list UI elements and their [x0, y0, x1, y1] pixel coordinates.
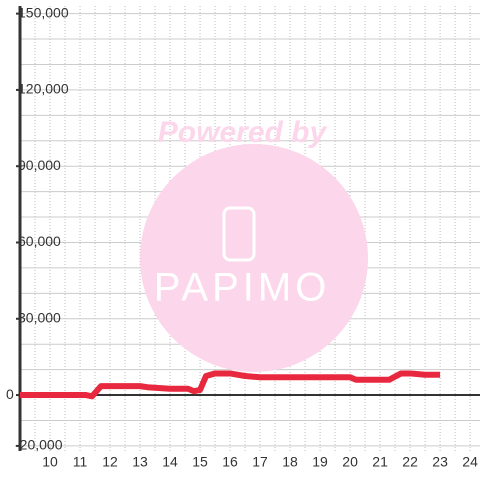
y-tick-label: 30,000 — [18, 309, 61, 325]
x-tick-label: 12 — [102, 454, 118, 470]
y-tick-label: 60,000 — [18, 233, 61, 249]
x-tick-label: 21 — [372, 454, 388, 470]
y-tick-label: 0 — [6, 386, 14, 402]
x-tick-label: 20 — [342, 454, 358, 470]
y-tick-label: 150,000 — [18, 4, 69, 20]
y-tick-label: -20,000 — [15, 437, 63, 453]
x-tick-label: 13 — [132, 454, 148, 470]
x-tick-label: 14 — [162, 454, 178, 470]
y-tick-label: 120,000 — [18, 81, 69, 97]
line-series — [20, 370, 441, 400]
x-tick-label: 23 — [432, 454, 448, 470]
x-tick-label: 19 — [312, 454, 328, 470]
x-tick-label: 16 — [222, 454, 238, 470]
x-tick-label: 15 — [192, 454, 208, 470]
x-tick-label: 22 — [402, 454, 418, 470]
x-tick-label: 18 — [282, 454, 298, 470]
watermark-bottom: PAPIMO — [154, 266, 331, 310]
x-tick-label: 10 — [42, 454, 58, 470]
x-tick-label: 24 — [462, 454, 478, 470]
x-tick-label: 17 — [252, 454, 268, 470]
x-tick-label: 11 — [73, 454, 88, 470]
watermark-top: Powered by — [158, 116, 328, 149]
y-tick-label: 90,000 — [18, 157, 61, 173]
watermark-icon — [222, 206, 256, 262]
